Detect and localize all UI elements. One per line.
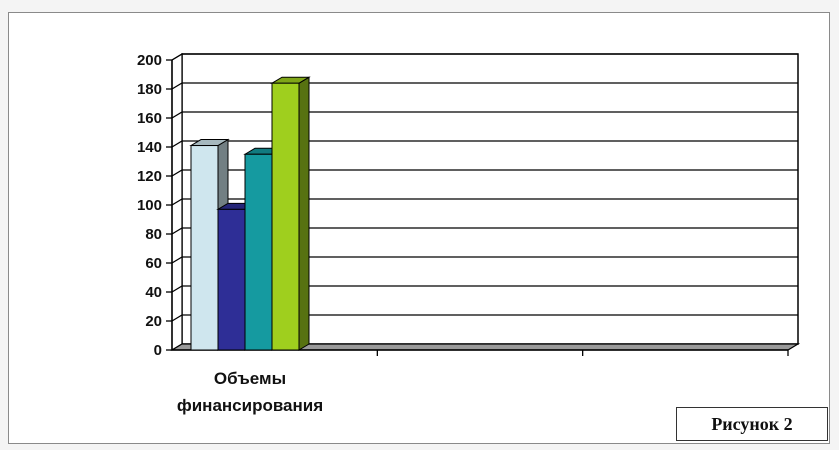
gridline	[171, 140, 798, 148]
y-tick-label: 180	[137, 81, 162, 98]
y-tick-label: 160	[137, 110, 162, 127]
y-tick-label: 80	[145, 226, 162, 243]
bars	[189, 76, 311, 351]
gridline	[171, 314, 798, 322]
bar-side	[298, 76, 310, 351]
gridline	[171, 198, 798, 206]
gridlines	[171, 53, 798, 322]
bar-front	[244, 153, 273, 351]
y-tick-label: 40	[145, 284, 162, 301]
x-axis-labels: Объемы финансирования	[177, 369, 323, 415]
y-axis-ticks: 0 20 40 60 80 100 120 140 160 180 200	[137, 52, 172, 359]
bar	[270, 76, 311, 351]
y-tick-label: 20	[145, 313, 162, 330]
y-tick-label: 60	[145, 255, 162, 272]
gridline	[171, 256, 798, 264]
y-tick-label: 120	[137, 168, 162, 185]
gridline	[171, 111, 798, 119]
bar-front	[217, 208, 246, 351]
x-category-label: финансирования	[177, 396, 323, 415]
bar-front	[271, 82, 300, 351]
gridline	[171, 53, 798, 61]
gridline	[171, 82, 798, 90]
gridline	[171, 227, 798, 235]
x-category-label: Объемы	[214, 369, 286, 388]
y-tick-label: 200	[137, 52, 162, 69]
gridline	[171, 285, 798, 293]
y-tick-label: 0	[154, 342, 162, 359]
bar-front	[190, 145, 219, 351]
y-tick-label: 100	[137, 197, 162, 214]
y-tick-label: 140	[137, 139, 162, 156]
gridline	[171, 169, 798, 177]
figure-caption: Рисунок 2	[676, 407, 828, 441]
